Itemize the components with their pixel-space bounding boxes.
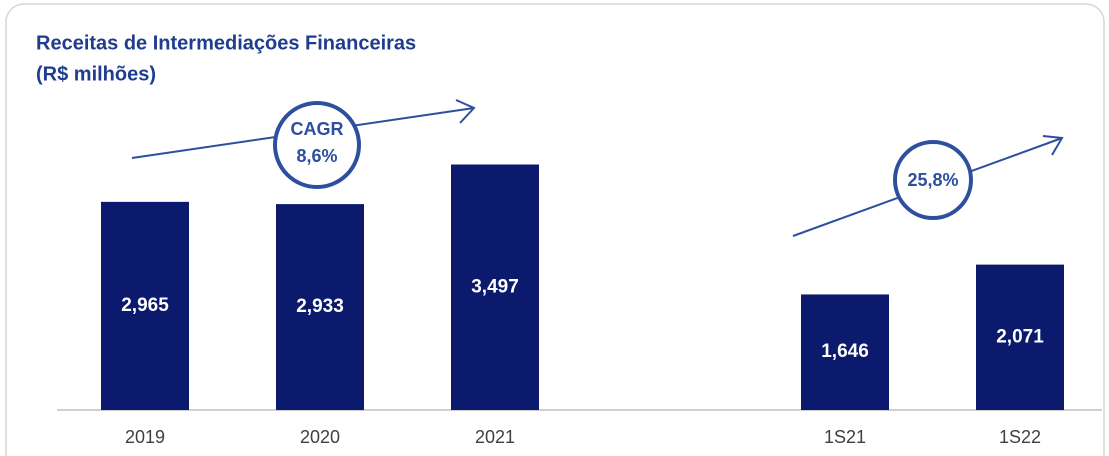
annotation-circle xyxy=(273,101,361,189)
data-label: 3,497 xyxy=(471,276,519,297)
x-tick-label: 2020 xyxy=(300,427,340,447)
chart-subtitle: (R$ milhões) xyxy=(36,63,156,85)
annotation: CAGR xyxy=(291,119,344,139)
bar xyxy=(976,264,1064,410)
bar xyxy=(276,204,364,410)
annotation-circle xyxy=(893,140,973,220)
annotation: 8,6% xyxy=(296,146,337,166)
x-tick-label: 2021 xyxy=(475,427,515,447)
bar xyxy=(101,201,189,410)
data-label: 1,646 xyxy=(821,341,869,362)
data-label: 2,965 xyxy=(121,295,169,316)
data-label: 2,071 xyxy=(996,326,1044,347)
data-label: 2,933 xyxy=(296,296,344,317)
annotation: 25,8% xyxy=(907,170,958,190)
x-tick-label: 2019 xyxy=(125,427,165,447)
bar xyxy=(451,164,539,410)
chart-title: Receitas de Intermediações Financeiras xyxy=(36,32,416,54)
x-tick-label: 1S22 xyxy=(999,427,1041,447)
bar xyxy=(801,294,889,410)
x-tick-label: 1S21 xyxy=(824,427,866,447)
